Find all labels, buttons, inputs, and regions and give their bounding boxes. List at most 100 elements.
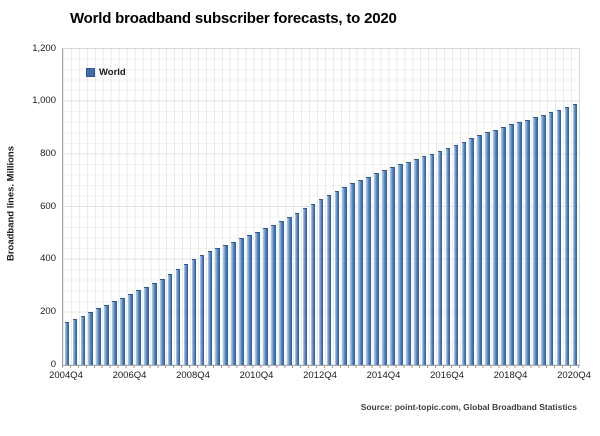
bar-slot bbox=[484, 49, 492, 365]
bar bbox=[342, 187, 348, 365]
bar-slot bbox=[523, 49, 531, 365]
bar-slot bbox=[404, 49, 412, 365]
bar bbox=[548, 112, 554, 365]
y-tick-label: 1,200 bbox=[32, 42, 56, 54]
bar bbox=[159, 279, 165, 365]
bar-slot bbox=[500, 49, 508, 365]
bar-slot bbox=[444, 49, 452, 365]
bar-slot bbox=[563, 49, 571, 365]
bar-slot bbox=[182, 49, 190, 365]
bar bbox=[120, 297, 125, 365]
bar-slot bbox=[71, 49, 79, 365]
bar bbox=[255, 231, 260, 365]
bar bbox=[151, 282, 157, 365]
bar bbox=[302, 208, 308, 365]
bar bbox=[215, 247, 221, 365]
y-tick-label: 1,000 bbox=[32, 95, 56, 107]
bar-slot bbox=[555, 49, 563, 365]
bar-slot bbox=[325, 49, 333, 365]
x-tick-label: 2014Q4 bbox=[366, 370, 401, 381]
bar bbox=[88, 311, 94, 365]
bar-slot bbox=[87, 49, 95, 365]
bar-slot bbox=[492, 49, 500, 365]
bar bbox=[469, 138, 475, 365]
bar-slot bbox=[428, 49, 436, 365]
y-tick-label: 800 bbox=[40, 147, 56, 159]
bar bbox=[136, 290, 141, 365]
legend-swatch-icon bbox=[86, 68, 95, 77]
bar bbox=[80, 315, 86, 365]
bar bbox=[374, 173, 379, 365]
bar-slot bbox=[261, 49, 269, 365]
bar bbox=[263, 228, 268, 365]
bar bbox=[207, 251, 213, 365]
bar bbox=[231, 241, 236, 365]
legend: World bbox=[86, 67, 126, 78]
bar bbox=[175, 268, 181, 365]
bar bbox=[96, 308, 102, 365]
bar-slot bbox=[301, 49, 309, 365]
bar-slot bbox=[333, 49, 341, 365]
bar-slot bbox=[547, 49, 555, 365]
bar bbox=[247, 235, 252, 365]
y-tick-label: 400 bbox=[40, 253, 56, 265]
bar bbox=[390, 167, 395, 365]
bar-slot bbox=[238, 49, 246, 365]
bar bbox=[405, 161, 411, 365]
bar bbox=[64, 322, 70, 365]
bar bbox=[532, 117, 538, 365]
y-tick-label: 200 bbox=[40, 305, 56, 317]
source-note: Source: point-topic.com, Global Broadban… bbox=[360, 402, 577, 412]
bar bbox=[310, 203, 316, 365]
legend-label: World bbox=[99, 67, 126, 78]
bar-slot bbox=[388, 49, 396, 365]
bar-slot bbox=[150, 49, 158, 365]
bar-slot bbox=[412, 49, 420, 365]
bar bbox=[437, 150, 443, 365]
bar-slot bbox=[381, 49, 389, 365]
bar bbox=[112, 301, 117, 365]
bar-slot bbox=[166, 49, 174, 365]
bar bbox=[286, 217, 292, 365]
bar bbox=[223, 244, 229, 365]
bar-slot bbox=[214, 49, 222, 365]
bar-slot bbox=[571, 49, 579, 365]
bar bbox=[485, 132, 490, 365]
chart-title: World broadband subscriber forecasts, to… bbox=[70, 10, 397, 27]
bar-slot bbox=[158, 49, 166, 365]
bar bbox=[445, 148, 451, 365]
bar bbox=[128, 294, 133, 365]
bar-slot bbox=[531, 49, 539, 365]
bar-slot bbox=[293, 49, 301, 365]
bar-slot bbox=[515, 49, 523, 365]
bar-slot bbox=[134, 49, 142, 365]
bar-slot bbox=[468, 49, 476, 365]
bar-slot bbox=[341, 49, 349, 365]
bar bbox=[104, 304, 109, 365]
bar bbox=[461, 141, 467, 365]
bar bbox=[334, 191, 340, 365]
bar bbox=[429, 153, 435, 365]
bar-slot bbox=[396, 49, 404, 365]
bar bbox=[493, 129, 498, 365]
bar-slot bbox=[460, 49, 468, 365]
bar bbox=[278, 221, 284, 365]
bar bbox=[398, 164, 403, 365]
bar bbox=[72, 319, 78, 365]
bar bbox=[525, 119, 530, 365]
bar bbox=[382, 170, 387, 365]
bar bbox=[191, 258, 197, 365]
bar bbox=[501, 127, 506, 365]
x-tick-label: 2018Q4 bbox=[493, 370, 528, 381]
bar bbox=[564, 106, 570, 365]
bar bbox=[144, 286, 149, 365]
bar-slot bbox=[230, 49, 238, 365]
bar-slot bbox=[222, 49, 230, 365]
bar bbox=[294, 212, 300, 365]
bar bbox=[517, 122, 522, 365]
bar bbox=[421, 156, 427, 365]
bar-slot bbox=[174, 49, 182, 365]
bar-slot bbox=[452, 49, 460, 365]
bar-slot bbox=[198, 49, 206, 365]
